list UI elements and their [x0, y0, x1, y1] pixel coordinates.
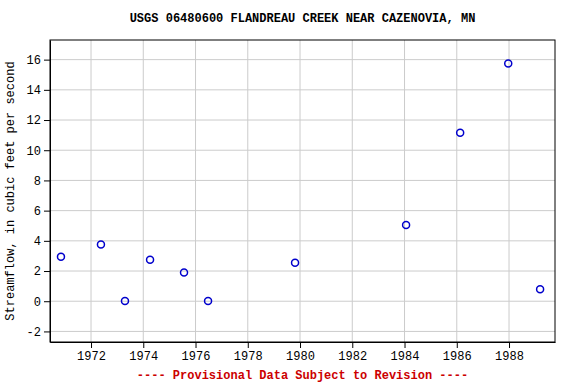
- tick-label: 2: [34, 265, 41, 279]
- tick-label: 1980: [286, 350, 315, 364]
- tick-mark: [44, 60, 50, 61]
- tick: 12: [27, 114, 50, 128]
- tick-mark: [44, 180, 50, 181]
- x-grid-line: [91, 40, 92, 342]
- tick-label: 1984: [391, 350, 420, 364]
- x-grid-line: [404, 40, 405, 342]
- tick-label: 1978: [234, 350, 263, 364]
- x-grid-line: [195, 40, 196, 342]
- y-grid-line: [50, 89, 555, 90]
- tick-label: -2: [27, 326, 41, 340]
- tick-mark: [457, 342, 458, 348]
- tick: 10: [27, 145, 50, 159]
- tick: 4: [34, 235, 50, 249]
- tick-mark: [44, 271, 50, 272]
- tick: 6: [34, 205, 50, 219]
- tick: 14: [27, 84, 50, 98]
- x-grid-line: [352, 40, 353, 342]
- x-grid-line: [300, 40, 301, 342]
- data-point: [505, 60, 512, 67]
- tick-mark: [44, 331, 50, 332]
- data-point: [97, 241, 104, 248]
- tick-label: 1988: [495, 350, 524, 364]
- y-axis: -2 0 2 4 6 8 10 12 14 16: [27, 41, 51, 343]
- tick-label: 8: [34, 175, 41, 189]
- chart-title: USGS 06480600 FLANDREAU CREEK NEAR CAZEN…: [130, 12, 476, 26]
- grid: [50, 40, 555, 342]
- tick: 2: [34, 265, 50, 279]
- tick-label: 1972: [77, 350, 106, 364]
- tick-label: 6: [34, 205, 41, 219]
- tick-mark: [196, 342, 197, 348]
- plot-background: [50, 40, 555, 342]
- tick-label: 14: [27, 84, 41, 98]
- tick: 1974: [129, 342, 158, 364]
- x-grid-line: [247, 40, 248, 342]
- tick: 1982: [338, 342, 367, 364]
- y-grid-line: [50, 59, 555, 60]
- tick-label: 1982: [338, 350, 367, 364]
- plot-frame: [50, 40, 555, 342]
- tick: 1980: [286, 342, 315, 364]
- tick-label: 1986: [443, 350, 472, 364]
- data-point: [57, 253, 64, 260]
- y-grid-line: [50, 150, 555, 151]
- data-point: [457, 129, 464, 136]
- tick-mark: [352, 342, 353, 348]
- tick-mark: [143, 342, 144, 348]
- chart-container: 1972 1974 1976 1978 1980 1982 1984 1986 1988 -2 0 2…: [0, 0, 576, 384]
- chart-svg: 1972 1974 1976 1978 1980 1982 1984 1986 1988 -2 0 2…: [0, 0, 576, 384]
- tick-mark: [300, 342, 301, 348]
- y-grid-line: [50, 180, 555, 181]
- data-point: [205, 297, 212, 304]
- data-point: [537, 286, 544, 293]
- x-grid-line: [509, 40, 510, 342]
- tick: 1988: [495, 342, 524, 364]
- tick-mark: [44, 241, 50, 242]
- data-point: [181, 269, 188, 276]
- tick-mark: [44, 120, 50, 121]
- data-point: [147, 256, 154, 263]
- tick: 1986: [443, 342, 472, 364]
- y-grid-line: [50, 240, 555, 241]
- tick-label: 1974: [129, 350, 158, 364]
- tick: 1978: [234, 342, 263, 364]
- y-axis-title: Streamflow, in cubic feet per second: [4, 61, 18, 320]
- points: [57, 60, 543, 305]
- tick-label: 4: [34, 235, 41, 249]
- tick-mark: [44, 150, 50, 151]
- y-grid-line: [50, 210, 555, 211]
- plot-area: 1972 1974 1976 1978 1980 1982 1984 1986 1988 -2 0 2…: [27, 40, 556, 364]
- x-axis: 1972 1974 1976 1978 1980 1982 1984 1986 1988: [51, 342, 556, 364]
- tick-label: 16: [27, 54, 41, 68]
- tick: 1976: [182, 342, 211, 364]
- tick-mark: [44, 301, 50, 302]
- tick-mark: [44, 211, 50, 212]
- x-grid-line: [143, 40, 144, 342]
- tick-mark: [405, 342, 406, 348]
- y-grid-line: [50, 271, 555, 272]
- tick-label: 0: [34, 296, 41, 310]
- tick-mark: [248, 342, 249, 348]
- tick: 1972: [77, 342, 106, 364]
- tick: 8: [34, 175, 50, 189]
- x-grid-line: [456, 40, 457, 342]
- data-point: [121, 297, 128, 304]
- y-grid-line: [50, 120, 555, 121]
- tick: 0: [34, 296, 50, 310]
- tick: -2: [27, 326, 50, 340]
- data-point: [292, 259, 299, 266]
- data-point: [403, 221, 410, 228]
- footer-note: ---- Provisional Data Subject to Revisio…: [137, 369, 468, 383]
- y-grid-line: [50, 301, 555, 302]
- tick-mark: [44, 90, 50, 91]
- tick: 1984: [391, 342, 420, 364]
- tick: 16: [27, 54, 50, 68]
- tick-label: 12: [27, 114, 41, 128]
- y-grid-line: [50, 331, 555, 332]
- tick-label: 10: [27, 145, 41, 159]
- tick-label: 1976: [182, 350, 211, 364]
- tick-mark: [91, 342, 92, 348]
- tick-mark: [509, 342, 510, 348]
